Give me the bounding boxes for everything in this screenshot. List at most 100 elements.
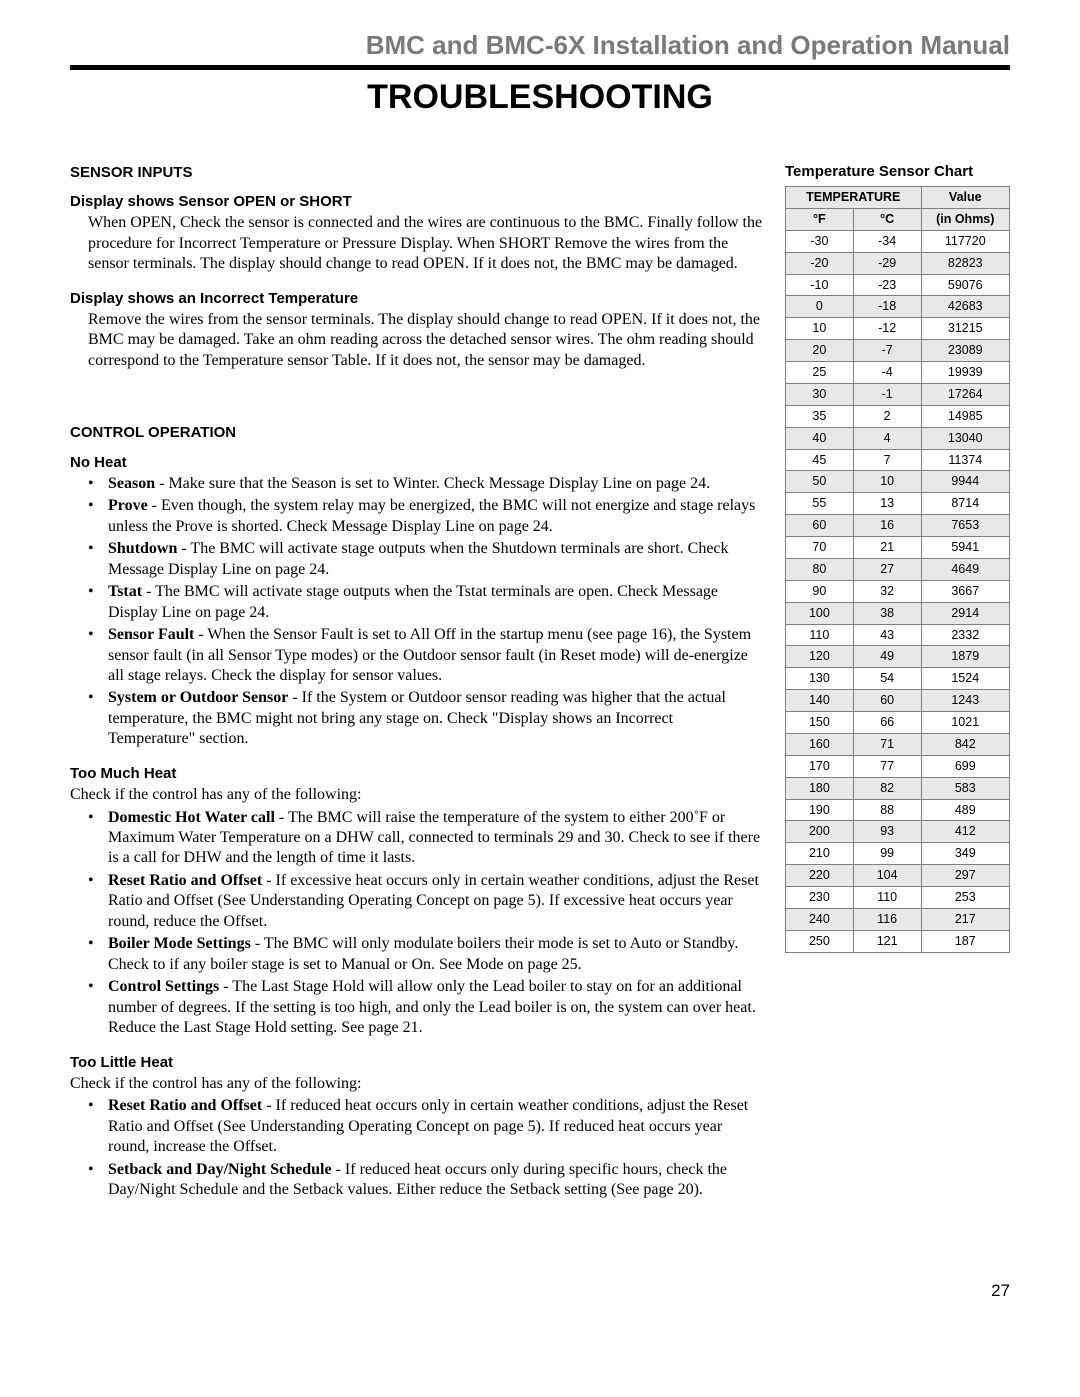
table-cell: 1524 [921,668,1009,690]
table-row: 60167653 [786,515,1010,537]
table-row: -10-2359076 [786,274,1010,296]
table-cell: 130 [786,668,854,690]
table-cell: -20 [786,252,854,274]
table-cell: 699 [921,755,1009,777]
table-row: 150661021 [786,712,1010,734]
table-cell: 220 [786,865,854,887]
table-cell: 42683 [921,296,1009,318]
table-cell: 55 [786,493,854,515]
subhead-open-short: Display shows Sensor OPEN or SHORT [70,192,763,211]
running-header: BMC and BMC-6X Installation and Operatio… [70,30,1010,65]
intro-too-little-heat: Check if the control has any of the foll… [70,1074,763,1094]
table-cell: 66 [853,712,921,734]
table-row: 140601243 [786,690,1010,712]
item-label: Boiler Mode Settings [108,935,251,952]
table-cell: -23 [853,274,921,296]
table-row: 110432332 [786,624,1010,646]
table-cell: 489 [921,799,1009,821]
item-label: Reset Ratio and Offset [108,1097,262,1114]
table-row: 120491879 [786,646,1010,668]
table-cell: 1879 [921,646,1009,668]
table-cell: 116 [853,908,921,930]
table-cell: 7653 [921,515,1009,537]
table-cell: 121 [853,930,921,952]
table-cell: 8714 [921,493,1009,515]
table-cell: 100 [786,602,854,624]
table-cell: 23089 [921,340,1009,362]
list-item: Sensor Fault - When the Sensor Fault is … [88,625,763,686]
table-row: 21099349 [786,843,1010,865]
table-cell: 210 [786,843,854,865]
item-text: - The BMC will activate stage outputs wh… [108,540,729,577]
table-cell: 150 [786,712,854,734]
table-cell: 253 [921,887,1009,909]
chart-title: Temperature Sensor Chart [785,163,1010,180]
table-cell: 170 [786,755,854,777]
table-cell: 230 [786,887,854,909]
table-cell: 4 [853,427,921,449]
table-cell: 30 [786,383,854,405]
table-cell: 27 [853,558,921,580]
table-row: 250121187 [786,930,1010,952]
th-f: °F [786,208,854,230]
table-cell: 17264 [921,383,1009,405]
table-row: 35214985 [786,405,1010,427]
left-column: SENSOR INPUTS Display shows Sensor OPEN … [70,157,763,1211]
item-text: - Make sure that the Season is set to Wi… [155,475,710,492]
table-cell: 412 [921,821,1009,843]
item-label: Shutdown [108,540,177,557]
table-cell: 4649 [921,558,1009,580]
item-label: Reset Ratio and Offset [108,872,262,889]
table-row: 55138714 [786,493,1010,515]
table-cell: 200 [786,821,854,843]
table-cell: 190 [786,799,854,821]
table-cell: 7 [853,449,921,471]
table-cell: 180 [786,777,854,799]
table-cell: 38 [853,602,921,624]
table-cell: 80 [786,558,854,580]
table-row: 230110253 [786,887,1010,909]
list-item: Reset Ratio and Offset - If reduced heat… [88,1096,763,1157]
item-label: System or Outdoor Sensor [108,689,288,706]
table-cell: 10 [786,318,854,340]
th-temperature: TEMPERATURE [786,187,922,209]
list-item: Control Settings - The Last Stage Hold w… [88,977,763,1038]
table-cell: -7 [853,340,921,362]
table-cell: 3667 [921,580,1009,602]
item-label: Prove [108,497,148,514]
list-item: Season - Make sure that the Season is se… [88,474,763,494]
table-cell: 82 [853,777,921,799]
table-cell: 88 [853,799,921,821]
table-row: 70215941 [786,537,1010,559]
table-cell: 110 [786,624,854,646]
table-row: 130541524 [786,668,1010,690]
table-row: 50109944 [786,471,1010,493]
list-item: Boiler Mode Settings - The BMC will only… [88,934,763,975]
table-cell: 5941 [921,537,1009,559]
table-cell: 110 [853,887,921,909]
item-label: Domestic Hot Water call [108,809,275,826]
table-cell: 43 [853,624,921,646]
table-cell: 2332 [921,624,1009,646]
subhead-too-little-heat: Too Little Heat [70,1053,763,1072]
table-row: 80274649 [786,558,1010,580]
table-cell: 32 [853,580,921,602]
table-cell: 1243 [921,690,1009,712]
table-row: -20-2982823 [786,252,1010,274]
table-cell: 50 [786,471,854,493]
table-cell: 349 [921,843,1009,865]
section-control-operation: CONTROL OPERATION [70,423,763,442]
table-cell: 31215 [921,318,1009,340]
table-cell: 90 [786,580,854,602]
list-item: Prove - Even though, the system relay ma… [88,496,763,537]
table-row: 20-723089 [786,340,1010,362]
page-title: TROUBLESHOOTING [70,78,1010,117]
table-row: 30-117264 [786,383,1010,405]
table-cell: 40 [786,427,854,449]
right-column: Temperature Sensor Chart TEMPERATURE Val… [785,157,1010,953]
table-cell: 2914 [921,602,1009,624]
table-row: 20093412 [786,821,1010,843]
item-label: Tstat [108,583,142,600]
table-cell: 13040 [921,427,1009,449]
table-row: 18082583 [786,777,1010,799]
